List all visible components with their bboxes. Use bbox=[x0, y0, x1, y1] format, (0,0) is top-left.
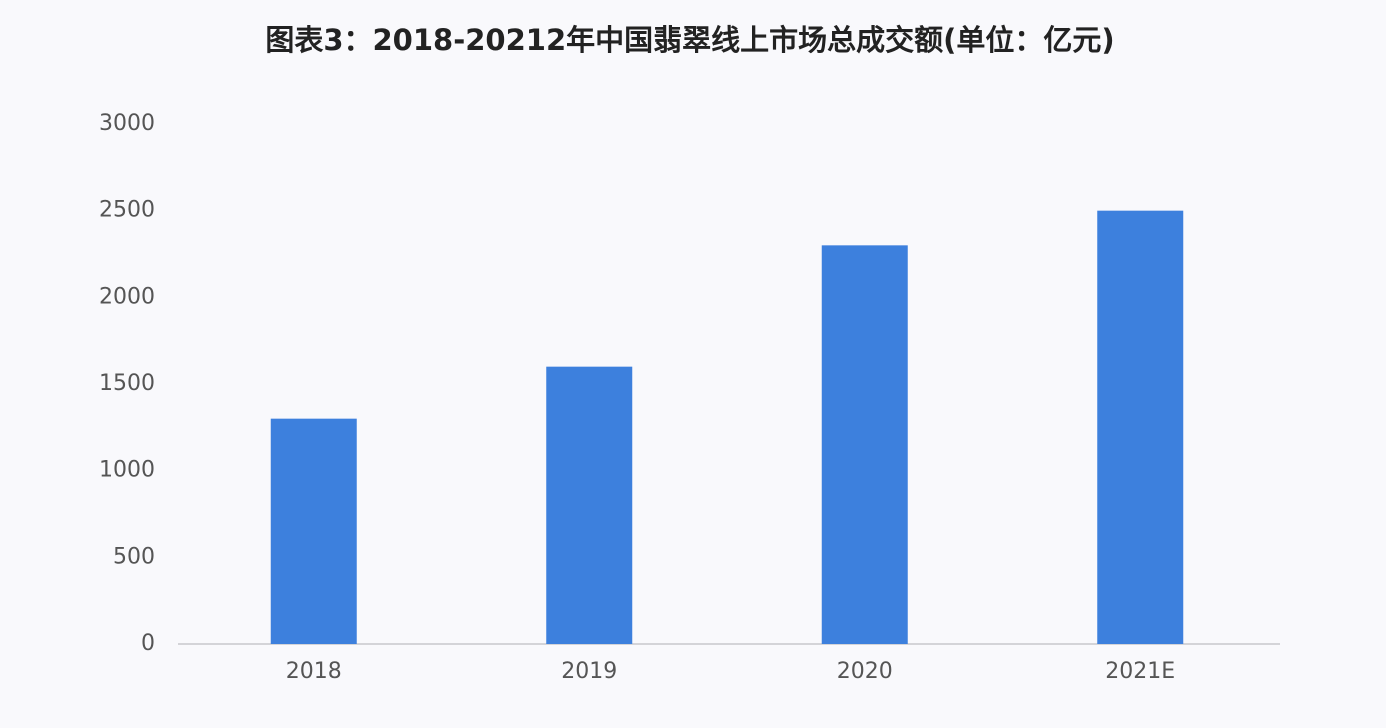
y-tick-label: 3000 bbox=[99, 111, 155, 136]
y-tick-label: 2500 bbox=[99, 198, 155, 223]
x-tick-label: 2021E bbox=[1105, 659, 1175, 684]
y-tick-label: 2000 bbox=[99, 284, 155, 309]
x-tick-label: 2018 bbox=[286, 659, 342, 684]
chart-title: 图表3：2018-20212年中国翡翠线上市场总成交额(单位：亿元) bbox=[265, 23, 1114, 57]
bar bbox=[270, 418, 357, 644]
y-tick-label: 1500 bbox=[99, 371, 155, 396]
y-tick-label: 0 bbox=[141, 631, 155, 656]
bar bbox=[1097, 210, 1184, 644]
x-tick-label: 2019 bbox=[561, 659, 617, 684]
y-tick-label: 500 bbox=[113, 544, 155, 569]
bar bbox=[546, 366, 633, 644]
y-tick-label: 1000 bbox=[99, 458, 155, 483]
x-tick-label: 2020 bbox=[837, 659, 893, 684]
bar bbox=[821, 245, 908, 645]
